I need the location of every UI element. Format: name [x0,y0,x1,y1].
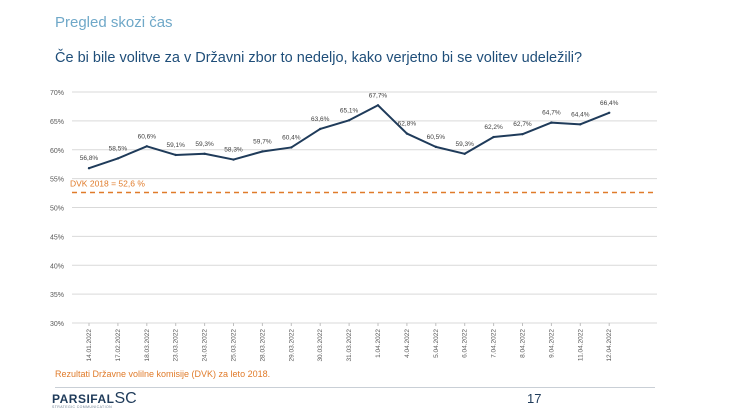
data-point [116,157,120,160]
data-point [232,158,235,161]
y-tick-label: 35% [50,292,64,299]
section-title: Pregled skozi čas [55,14,173,31]
data-label: 63,6% [311,116,330,123]
y-tick-label: 60% [50,148,64,155]
x-tick-label: 17.02.2022 [115,329,122,362]
data-label: 58,3% [224,147,243,154]
x-tick-label: 6.04.2022 [462,329,469,358]
data-point [492,135,495,139]
data-label: 62,8% [398,121,417,128]
x-tick-label: 12.04.2022 [606,329,613,362]
data-point [434,145,437,149]
x-tick-label: 11.04.2022 [577,329,584,361]
data-point [203,152,206,155]
x-tick-label: 31.03.2022 [346,329,353,362]
data-label: 60,4% [282,134,301,141]
data-label: 65,1% [340,107,359,114]
x-tick-label: 30.03.2022 [317,329,324,362]
data-point [347,119,351,122]
x-tick-label: 9.04.2022 [548,329,555,358]
data-label: 64,7% [542,110,561,117]
data-point [405,132,409,135]
data-label: 64,4% [571,111,590,118]
x-tick-label: 4.04.2022 [404,329,411,358]
page-number: 17 [527,391,542,406]
x-tick-label: 25.03.2022 [231,329,238,362]
y-tick-label: 70% [50,90,64,97]
data-point [145,145,148,148]
data-label: 62,2% [484,124,503,131]
x-tick-label: 29.03.2022 [288,329,295,362]
reference-line-label: DVK 2018 = 52,6 % [70,178,145,188]
y-tick-label: 30% [50,321,64,328]
source-footnote: Rezultati Državne volilne komisije (DVK)… [55,369,271,379]
data-label: 59,3% [455,141,474,148]
data-label: 59,3% [195,141,214,148]
parsifal-logo: PARSIFALSC STRATEGIC COMMUNICATION [52,390,137,409]
data-point [174,153,177,157]
logo-tagline: STRATEGIC COMMUNICATION [52,405,113,409]
x-tick-label: 23.03.2022 [173,329,180,362]
logo-wordmark: PARSIFAL [52,392,115,406]
data-label: 59,1% [166,142,185,149]
data-point [579,123,582,126]
x-tick-label: 24.03.2022 [202,329,209,362]
y-tick-label: 55% [50,177,64,184]
logo-suffix: SC [114,390,137,407]
data-point [87,167,91,170]
data-label: 62,7% [513,121,532,128]
data-label: 60,5% [427,134,446,141]
data-point [521,132,524,136]
data-point [261,150,264,153]
series-line [88,104,610,170]
x-tick-label: 28.03.2022 [259,329,266,362]
x-tick-label: 18.03.2022 [144,329,151,362]
data-label: 60,6% [138,133,157,140]
data-point [550,121,553,124]
data-label: 56,8% [80,155,99,162]
y-tick-label: 40% [50,263,64,270]
data-label: 67,7% [369,92,388,99]
x-tick-label: 8.04.2022 [520,329,527,358]
survey-question: Če bi bile volitve za v Državni zbor to … [55,50,583,66]
data-point [376,104,380,107]
y-tick-label: 50% [50,206,64,213]
x-tick-label: 14.01.2022 [86,329,93,362]
data-point [463,152,466,155]
x-tick-label: 7.04.2022 [491,329,498,358]
footer-divider [55,387,655,388]
y-tick-label: 45% [50,234,64,241]
y-tick-label: 65% [50,119,64,126]
data-point [290,146,293,149]
x-tick-label: 5.04.2022 [433,329,440,358]
data-point [319,127,322,131]
data-label: 58,5% [109,145,128,152]
data-label: 66,4% [600,100,619,107]
data-point [608,111,611,114]
data-label: 59,7% [253,138,272,145]
x-tick-label: 1.04.2022 [375,329,382,358]
